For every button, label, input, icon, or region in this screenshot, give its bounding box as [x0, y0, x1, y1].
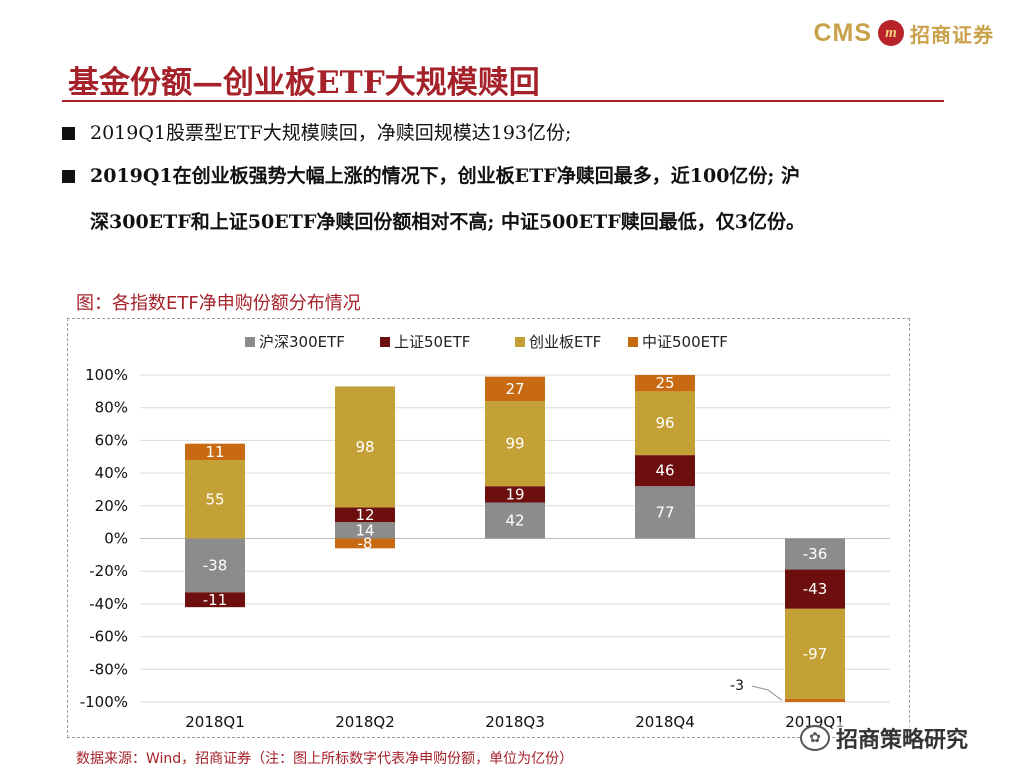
bar-segment [485, 502, 545, 539]
bullet-1-text: 2019Q1股票型ETF大规模赎回，净赎回规模达193亿份; [90, 122, 572, 144]
bar-segment [185, 592, 245, 608]
bar-segment [785, 538, 845, 570]
bar-segment [785, 569, 845, 609]
bullet-2-line-2: 深300ETF和上证50ETF净赎回份额相对不高; 中证500ETF赎回最低，仅… [90, 211, 805, 233]
legend-swatch [515, 337, 525, 347]
brand-en: CMS [813, 18, 872, 47]
bar-segment [185, 460, 245, 539]
bullet-square-icon [62, 127, 75, 140]
wechat-icon: ✿ [800, 725, 830, 751]
figure-source: 数据来源：Wind，招商证券（注：图上所标数字代表净申购份额，单位为亿份） [76, 751, 574, 767]
bar-segment [635, 455, 695, 487]
bar-segment [635, 375, 695, 392]
bar-segment [785, 698, 845, 702]
x-tick-label: 2018Q3 [485, 713, 545, 731]
y-tick-label: 0% [104, 530, 128, 548]
y-tick-label: -80% [89, 660, 128, 678]
title-divider [62, 100, 944, 102]
bar-data-label: 42 [505, 512, 524, 530]
y-tick-label: 40% [95, 464, 128, 482]
annotation-leader-line [751, 685, 783, 701]
y-tick-label: -100% [80, 693, 128, 711]
legend-swatch [628, 337, 638, 347]
bar-data-label: 55 [205, 490, 224, 508]
bar-segment [635, 486, 695, 539]
figure-label: 图：各指数ETF净申购份额分布情况 [76, 293, 361, 314]
bar-segment [335, 522, 395, 539]
y-tick-label: 20% [95, 497, 128, 515]
bar-data-label: 27 [505, 380, 524, 398]
y-tick-label: 100% [85, 366, 128, 384]
annotation-label: -3 [730, 678, 744, 694]
bar-data-label: 96 [655, 414, 674, 432]
bar-data-label: 14 [355, 521, 374, 539]
legend-label: 上证50ETF [394, 333, 470, 351]
bar-data-label: 98 [355, 438, 374, 456]
brand-mark-icon: m [878, 20, 904, 46]
bullet-2-line-1: 2019Q1在创业板强势大幅上涨的情况下，创业板ETF净赎回最多，近100亿份;… [90, 165, 801, 187]
y-tick-label: 80% [95, 399, 128, 417]
bar-data-label: -43 [803, 580, 828, 598]
watermark-text: 招商策略研究 [836, 722, 969, 754]
legend-label: 中证500ETF [642, 333, 728, 351]
bar-data-label: -38 [203, 556, 228, 574]
brand-cn: 招商证券 [910, 22, 994, 47]
bar-data-label: 25 [655, 374, 674, 392]
y-tick-label: -60% [89, 628, 128, 646]
bar-data-label: 19 [505, 485, 524, 503]
legend-swatch [380, 337, 390, 347]
watermark: ✿ 招商策略研究 [800, 722, 969, 754]
bar-data-label: 12 [355, 506, 374, 524]
bar-segment [485, 486, 545, 503]
bar-data-label: -8 [358, 534, 373, 552]
bullet-square-icon [62, 170, 75, 183]
bar-segment [635, 391, 695, 456]
chart-frame [67, 318, 910, 738]
x-tick-label: 2018Q4 [635, 713, 695, 731]
bar-segment [185, 443, 245, 461]
bar-segment [185, 538, 245, 593]
bar-segment [485, 376, 545, 402]
y-tick-label: -20% [89, 562, 128, 580]
bar-data-label: -97 [803, 645, 828, 663]
bar-segment [485, 401, 545, 487]
bar-data-label: -36 [803, 545, 828, 563]
bar-data-label: -11 [203, 591, 228, 609]
legend-swatch [245, 337, 255, 347]
y-tick-label: 60% [95, 431, 128, 449]
bar-data-label: 46 [655, 462, 674, 480]
legend-label: 创业板ETF [529, 333, 601, 351]
bar-data-label: 11 [205, 443, 224, 461]
bar-data-label: 99 [505, 435, 524, 453]
bar-segment [335, 507, 395, 523]
bar-data-label: 77 [655, 503, 674, 521]
x-tick-label: 2019Q1 [785, 713, 845, 731]
y-tick-label: -40% [89, 595, 128, 613]
bar-segment [335, 386, 395, 508]
page-title: 基金份额—创业板ETF大规模赎回 [68, 65, 540, 101]
x-tick-label: 2018Q2 [335, 713, 395, 731]
legend-label: 沪深300ETF [259, 333, 345, 351]
x-tick-label: 2018Q1 [185, 713, 245, 731]
bar-segment [785, 608, 845, 699]
brand-logo: CMS m 招商证券 [813, 18, 994, 48]
bar-segment [335, 538, 395, 549]
